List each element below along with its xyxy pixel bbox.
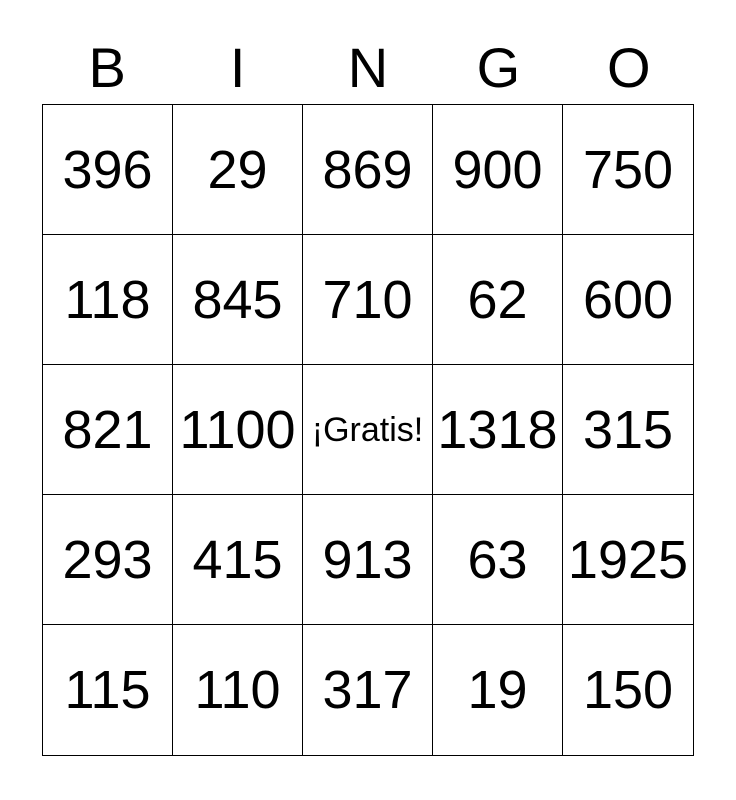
header-letter-i: I	[229, 36, 246, 99]
bingo-header: B I N G O	[42, 0, 694, 104]
bingo-cell-r2-c3[interactable]: 1318	[433, 365, 563, 495]
header-letter-n: N	[347, 36, 389, 99]
bingo-cell-r3-c0[interactable]: 293	[43, 495, 173, 625]
bingo-cell-r1-c4[interactable]: 600	[563, 235, 693, 365]
bingo-cell-r1-c1[interactable]: 845	[173, 235, 303, 365]
bingo-cell-r0-c4[interactable]: 750	[563, 105, 693, 235]
bingo-cell-r4-c2[interactable]: 317	[303, 625, 433, 755]
bingo-cell-r3-c1[interactable]: 415	[173, 495, 303, 625]
bingo-cell-r1-c3[interactable]: 62	[433, 235, 563, 365]
bingo-cell-r2-c1[interactable]: 1100	[173, 365, 303, 495]
bingo-cell-r1-c2[interactable]: 710	[303, 235, 433, 365]
bingo-cell-r2-c0[interactable]: 821	[43, 365, 173, 495]
bingo-cell-r4-c0[interactable]: 115	[43, 625, 173, 755]
bingo-cell-r3-c4[interactable]: 1925	[563, 495, 693, 625]
bingo-cell-r0-c3[interactable]: 900	[433, 105, 563, 235]
bingo-cell-r0-c2[interactable]: 869	[303, 105, 433, 235]
header-letter-b: B	[88, 36, 126, 99]
bingo-cell-r3-c2[interactable]: 913	[303, 495, 433, 625]
bingo-cell-r2-c4[interactable]: 315	[563, 365, 693, 495]
header-letter-o: O	[607, 36, 651, 99]
bingo-cell-r4-c3[interactable]: 19	[433, 625, 563, 755]
header-letter-g: G	[476, 36, 521, 99]
bingo-cell-r4-c1[interactable]: 110	[173, 625, 303, 755]
bingo-grid: 396 29 869 900 750 118 845 710 62 600 821 1100 ¡Grat…	[42, 104, 694, 756]
bingo-cell-r0-c1[interactable]: 29	[173, 105, 303, 235]
bingo-cell-r1-c0[interactable]: 118	[43, 235, 173, 365]
bingo-cell-r0-c0[interactable]: 396	[43, 105, 173, 235]
free-space-cell[interactable]: ¡Gratis!	[303, 365, 433, 495]
bingo-cell-r3-c3[interactable]: 63	[433, 495, 563, 625]
bingo-cell-r4-c4[interactable]: 150	[563, 625, 693, 755]
